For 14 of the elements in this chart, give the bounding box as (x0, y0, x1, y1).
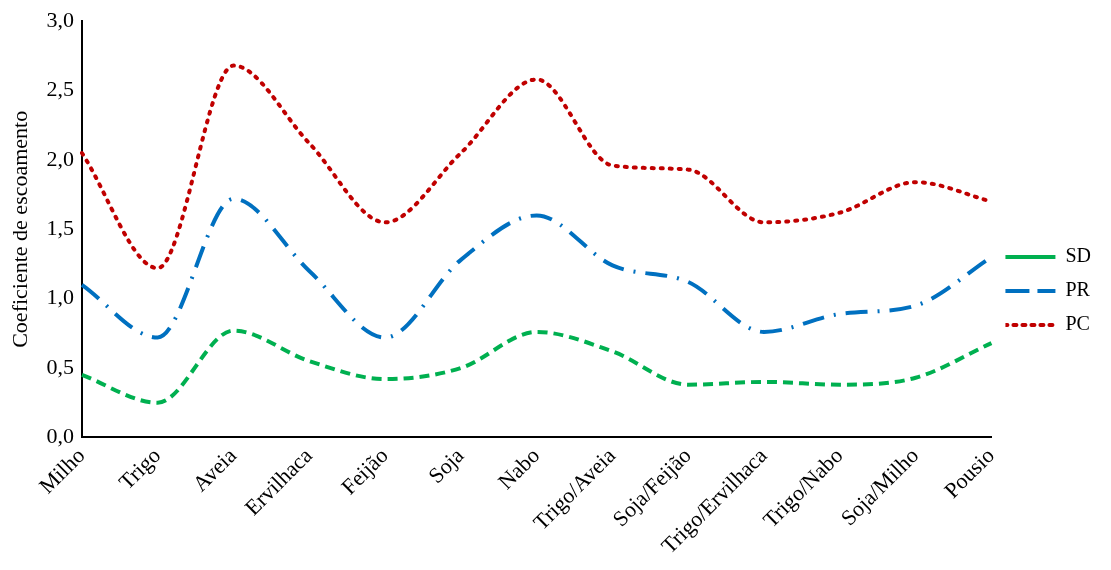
legend-label: PC (1065, 312, 1090, 335)
line-series (79, 328, 994, 405)
x-tick-label: Trigo (113, 442, 166, 495)
y-axis-title: Coeficiente de escoamento (6, 110, 32, 348)
legend-label: PR (1065, 278, 1091, 301)
x-tick-label: Soja (423, 442, 469, 489)
y-tick-label: 2,5 (46, 76, 74, 102)
legend-label: SD (1065, 244, 1092, 267)
y-tick-label: 1,5 (46, 215, 74, 241)
y-tick-label: 1,0 (46, 284, 74, 310)
y-tick-label: 2,0 (46, 145, 74, 171)
y-tick-label: 3,0 (46, 6, 74, 32)
y-tick-label: 0,0 (46, 423, 74, 449)
y-tick-label: 0,5 (46, 353, 74, 379)
